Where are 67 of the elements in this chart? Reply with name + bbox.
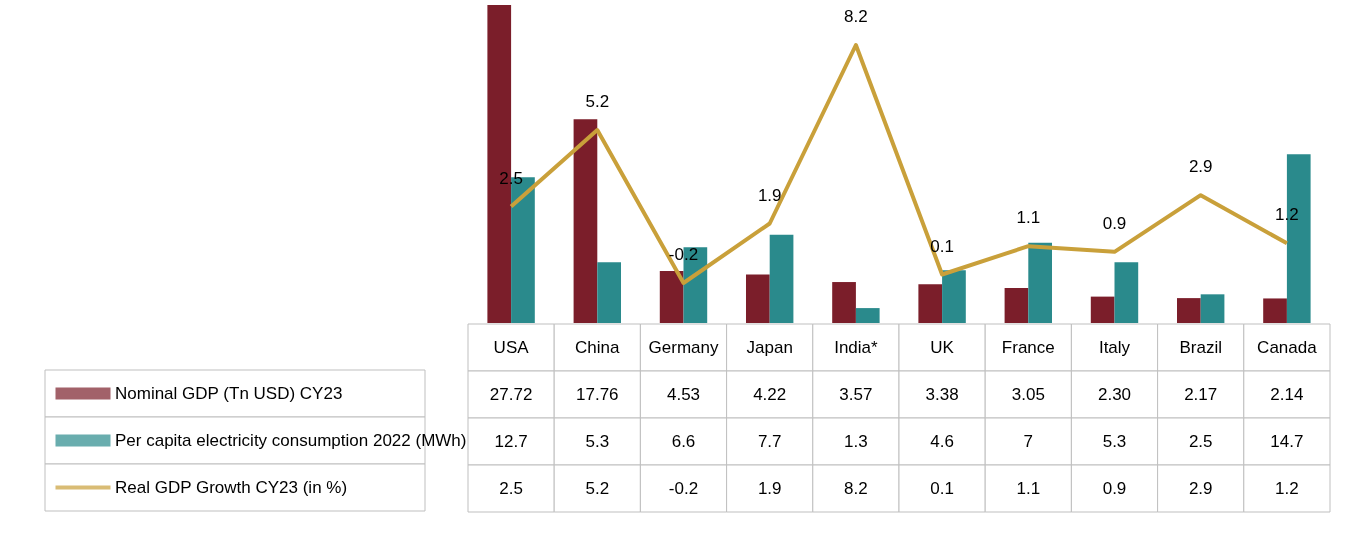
text: 1.9	[757, 185, 782, 205]
bar	[769, 234, 794, 323]
text: 2.9	[1188, 157, 1213, 177]
data-label: 4.6	[930, 431, 954, 451]
bar	[1114, 262, 1139, 323]
data-label: 4.22	[753, 384, 787, 404]
data-label: 3.57	[839, 384, 873, 404]
bar	[597, 262, 622, 323]
bar	[746, 274, 770, 323]
legend-label: Nominal GDP (Tn USD) CY23	[115, 383, 343, 403]
text: 8.2	[844, 7, 868, 26]
data-label: 1.9	[757, 478, 782, 498]
data-label: 14.7	[1270, 431, 1304, 451]
bar	[1004, 288, 1029, 323]
data-label: 17.76	[576, 384, 619, 404]
data-label: 2.9	[1188, 478, 1213, 498]
data-label: 0.9	[1102, 478, 1127, 498]
x-tick-label: Italy	[1098, 337, 1131, 357]
bar	[1028, 242, 1053, 323]
data-label: 7.7	[757, 431, 782, 451]
bar	[1176, 298, 1201, 323]
data-label: 2.5	[1188, 431, 1213, 451]
data-label: 7	[1023, 431, 1034, 451]
x-tick-label: China	[575, 337, 621, 357]
data-label: 2.14	[1270, 384, 1304, 404]
data-label: 3.38	[925, 384, 959, 404]
data-label: 2.5	[499, 478, 523, 498]
x-tick-label: Brazil	[1179, 337, 1222, 357]
data-label: 27.72	[489, 384, 533, 404]
data-label: 5.3	[1102, 431, 1127, 451]
data-label: 1.3	[844, 431, 868, 451]
bar	[1200, 294, 1225, 323]
data-label: 12.7	[494, 431, 528, 451]
data-label: 5.3	[585, 431, 610, 451]
text: 5.2	[585, 92, 610, 111]
bar	[1263, 298, 1287, 323]
legend-label: Per capita electricity consumption 2022 (MWh)	[115, 430, 467, 450]
text: 1.1	[1016, 208, 1041, 228]
data-label: -0.2	[668, 478, 699, 498]
text: 2.5	[499, 168, 523, 188]
legend-label: Real GDP Growth CY23 (in %)	[115, 477, 348, 497]
x-tick-label: Germany	[648, 337, 719, 357]
data-label: 4.53	[666, 384, 701, 404]
text: 0.9	[1102, 213, 1127, 233]
text: -0.2	[668, 245, 699, 264]
bar	[942, 270, 966, 323]
x-tick-label: France	[1001, 337, 1055, 357]
data-label: 1.2	[1275, 478, 1299, 498]
data-label: 2.30	[1097, 384, 1132, 404]
data-label: 5.2	[585, 478, 610, 498]
data-label: 8.2	[844, 478, 868, 498]
data-label: 2.17	[1184, 384, 1218, 404]
bar	[918, 284, 943, 323]
x-tick-label: India*	[834, 337, 879, 357]
data-label: 0.1	[930, 478, 954, 498]
bar	[1090, 296, 1115, 323]
x-tick-label: Japan	[746, 337, 793, 357]
data-label: 1.1	[1016, 478, 1041, 498]
bar	[855, 308, 880, 323]
x-tick-label: UK	[930, 337, 955, 357]
bar	[573, 119, 598, 323]
x-tick-label: Canada	[1257, 337, 1318, 357]
bar	[659, 271, 684, 323]
data-label: 6.6	[671, 431, 696, 451]
bar	[832, 282, 856, 323]
x-tick-label: USA	[493, 337, 530, 357]
data-label: 3.05	[1011, 384, 1045, 404]
